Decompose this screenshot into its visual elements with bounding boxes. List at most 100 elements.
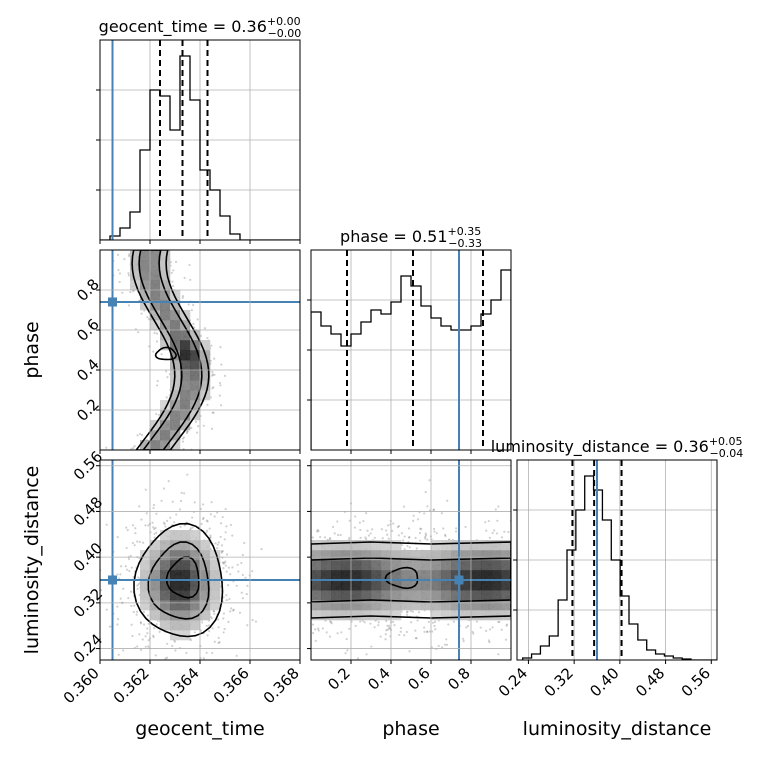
panel-2d-geocent_time-phase-density-cell: [160, 310, 171, 321]
panel-2d-geocent_time-luminosity_distance-sample-326: [152, 635, 155, 639]
panel-2d-geocent_time-phase-sample-141: [160, 353, 163, 356]
panel-2d-geocent_time-luminosity_distance-sample-708: [241, 573, 244, 577]
panel-2d-phase-luminosity_distance-density-cell: [391, 600, 402, 611]
panel-2d-geocent_time-luminosity_distance-density-cell: [160, 550, 171, 561]
panel-2d-geocent_time-luminosity_distance-sample-314: [136, 587, 139, 591]
panel-2d-phase-luminosity_distance-density-cell: [441, 550, 452, 561]
panel-2d-phase-luminosity_distance-density-cell: [391, 590, 402, 601]
panel-2d-geocent_time-luminosity_distance-sample-499: [221, 561, 224, 564]
panel-2d-geocent_time-luminosity_distance-sample-523: [241, 553, 244, 557]
panel-2d-geocent_time-luminosity_distance-density-cell: [150, 580, 161, 591]
panel-2d-geocent_time-luminosity_distance-sample-0: [147, 645, 150, 648]
panel-2d-geocent_time-luminosity_distance-sample-639: [211, 627, 214, 630]
panel-2d-phase-luminosity_distance-density-cell: [351, 580, 362, 591]
panel-2d-geocent_time-luminosity_distance-sample-295: [127, 557, 131, 561]
panel-2d-phase-luminosity_distance-density-cell: [501, 540, 511, 551]
panel-2d-phase-luminosity_distance-sample-371: [385, 529, 388, 532]
panel-2d-geocent_time-phase-sample-149: [171, 280, 174, 283]
panel-2d-geocent_time-phase-density-cell: [160, 330, 171, 341]
panel-2d-phase-luminosity_distance-density-cell: [441, 600, 452, 611]
panel-2d-phase-luminosity_distance-sample-1292: [471, 630, 474, 634]
panel-2d-phase-luminosity_distance-sample-1144: [323, 536, 326, 539]
panel-2d-geocent_time-luminosity_distance-sample-743: [201, 621, 204, 624]
panel-2d-phase-luminosity_distance-sample-569: [466, 624, 470, 628]
panel-2d-phase-luminosity_distance-sample-738: [408, 536, 411, 539]
panel-2d-phase-luminosity_distance-density-cell: [311, 580, 322, 591]
panel-2d-phase-luminosity_distance-sample-490: [408, 650, 411, 653]
panel-2d-geocent_time-phase-sample-241: [158, 413, 161, 416]
panel-2d-geocent_time-luminosity_distance-sample-218: [160, 499, 163, 502]
panel-2d-phase-luminosity_distance-sample-155: [455, 527, 458, 530]
panel-2d-geocent_time-luminosity_distance-sample-617: [240, 591, 243, 594]
panel-2d-geocent_time-luminosity_distance-sample-18: [199, 629, 203, 632]
panel-2d-geocent_time-luminosity_distance-sample-478: [191, 526, 194, 529]
panel-2d-phase-luminosity_distance-sample-952: [447, 623, 450, 626]
panel-2d-geocent_time-phase-sample-586: [136, 434, 139, 437]
panel-2d-phase-luminosity_distance-density-cell: [351, 610, 362, 621]
panel-2d-geocent_time-luminosity_distance-sample-695: [209, 513, 212, 516]
panel-2d-phase-luminosity_distance-density-cell: [481, 560, 492, 571]
panel-2d-geocent_time-luminosity_distance-sample-870: [139, 622, 143, 625]
panel-2d-geocent_time-luminosity_distance-density-cell: [210, 570, 221, 581]
panel-2d-geocent_time-luminosity_distance-sample-785: [177, 665, 179, 667]
panel-2d-geocent_time-luminosity_distance-sample-308: [138, 505, 141, 508]
panel-2d-geocent_time-phase-sample-304: [199, 334, 203, 337]
panel-2d-geocent_time-luminosity_distance-sample-772: [254, 620, 258, 623]
panel-2d-phase-luminosity_distance-sample-173: [484, 521, 487, 524]
panel-2d-geocent_time-luminosity_distance-sample-588: [166, 519, 169, 522]
panel-2d-geocent_time-luminosity_distance-sample-833: [154, 526, 157, 530]
panel-2d-geocent_time-luminosity_distance-density-cell: [160, 600, 171, 611]
xtick-label-geocent_time-3: 0.366: [210, 664, 253, 707]
panel-2d-geocent_time-phase-density-cell: [160, 340, 171, 351]
panel-2d-geocent_time-luminosity_distance-sample-239: [140, 518, 143, 521]
panel-2d-phase-luminosity_distance-sample-471: [434, 628, 437, 631]
panel-2d-geocent_time-luminosity_distance-density-cell: [170, 560, 181, 571]
panel-2d-phase-luminosity_distance-sample-1026: [487, 639, 490, 642]
panel-2d-phase-luminosity_distance-sample-961: [408, 546, 411, 549]
panel-2d-phase-luminosity_distance-sample-495: [479, 626, 482, 629]
panel-2d-geocent_time-luminosity_distance-sample-718: [144, 488, 147, 491]
panel-2d-geocent_time-luminosity_distance-density-cell: [190, 550, 201, 561]
panel-2d-phase-luminosity_distance-density-cell: [481, 610, 492, 621]
panel-2d-geocent_time-phase-density-cell: [180, 420, 191, 431]
panel-2d-geocent_time-luminosity_distance-sample-885: [222, 631, 225, 634]
panel-2d-geocent_time-luminosity_distance-sample-354: [217, 541, 220, 544]
panel-2d-phase-luminosity_distance-density-cell: [311, 610, 322, 621]
panel-2d-phase-luminosity_distance-sample-158: [494, 508, 497, 511]
panel-2d-geocent_time-luminosity_distance-density-cell: [170, 550, 181, 561]
panel-2d-phase-luminosity_distance-frame: [310, 459, 512, 661]
panel-2d-geocent_time-phase-density-cell: [150, 260, 161, 271]
panel-2d-phase-luminosity_distance-density-cell: [451, 570, 462, 581]
panel-2d-phase-luminosity_distance-sample-759: [426, 505, 429, 508]
panel-2d-geocent_time-luminosity_distance-density-cell: [140, 550, 151, 561]
panel-2d-geocent_time-luminosity_distance-sample-304: [232, 608, 235, 611]
ytick-label-phase-0: 0.2: [73, 395, 103, 425]
panel-2d-phase-luminosity_distance-sample-342: [385, 619, 388, 622]
panel-2d-geocent_time-phase-density-cell: [160, 300, 171, 311]
panel-2d-geocent_time-luminosity_distance-density-cell: [200, 590, 211, 601]
panel-2d-geocent_time-luminosity_distance-sample-274: [229, 610, 232, 613]
panel-2d-geocent_time-phase-sample-131: [220, 363, 223, 366]
panel-2d-phase-luminosity_distance-density-cell: [311, 540, 322, 551]
panel-2d-geocent_time-luminosity_distance-sample-522: [144, 635, 147, 638]
panel-2d-phase-luminosity_distance-sample-437: [311, 631, 315, 635]
panel-2d-geocent_time-luminosity_distance-sample-520: [222, 567, 225, 570]
panel-2d-phase-luminosity_distance-density-cell: [451, 610, 462, 621]
panel-2d-phase-luminosity_distance-sample-185: [487, 519, 490, 523]
xtick-label-luminosity_distance-4: 0.56: [678, 664, 714, 700]
panel-2d-geocent_time-luminosity_distance-sample-660: [208, 662, 210, 664]
panel-2d-phase-luminosity_distance-sample-632: [417, 611, 421, 614]
panel-2d-phase-luminosity_distance-sample-785: [414, 629, 417, 632]
panel-2d-phase-luminosity_distance-density-cell: [391, 570, 402, 581]
panel-2d-phase-luminosity_distance-sample-1283: [419, 539, 422, 542]
panel-2d-phase-luminosity_distance-density-cell: [341, 610, 352, 621]
panel-2d-phase-luminosity_distance-sample-438: [405, 630, 408, 634]
panel-2d-phase-luminosity_distance-sample-488: [497, 653, 500, 656]
panel-2d-geocent_time-luminosity_distance-sample-613: [119, 597, 122, 600]
panel-2d-geocent_time-phase-sample-119: [209, 396, 212, 399]
panel-2d-phase-luminosity_distance-sample-789: [443, 663, 445, 665]
panel-2d-phase-luminosity_distance-sample-1174: [462, 640, 465, 643]
panel-2d-phase-luminosity_distance-sample-669: [415, 637, 418, 640]
panel-2d-geocent_time-luminosity_distance-sample-271: [216, 511, 219, 514]
